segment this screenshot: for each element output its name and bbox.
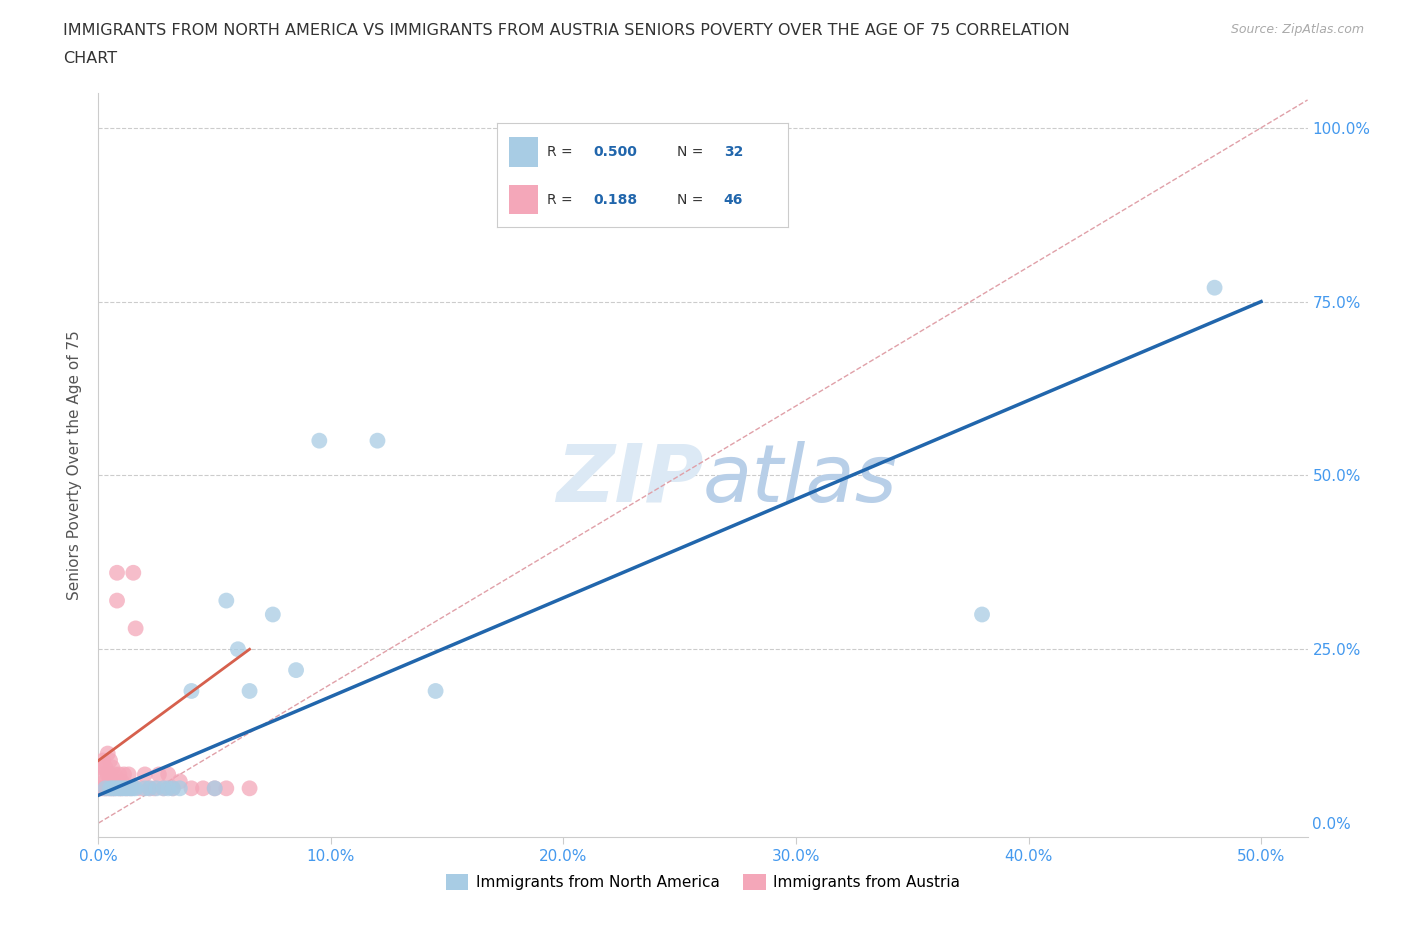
Point [101,774,124,789]
Point [105,593,128,608]
Point [104,781,127,796]
Point [97,746,120,761]
Point [129,781,152,796]
Point [138,781,160,796]
Point [239,684,262,698]
Point [162,781,184,796]
Point [152,781,174,796]
Point [138,781,160,796]
Point [124,621,146,636]
Point [115,781,138,796]
Point [120,781,142,796]
Point [98,774,121,789]
Point [425,684,447,698]
Point [112,781,135,796]
Point [104,767,127,782]
Point [1204,280,1226,295]
Point [90,781,112,796]
Point [145,781,167,796]
Point [94,781,117,796]
Point [111,781,134,796]
Point [152,781,174,796]
Point [226,642,249,657]
Point [215,781,238,796]
Point [118,767,141,782]
Point [162,781,184,796]
Point [285,663,308,678]
Point [308,433,330,448]
Point [94,781,117,796]
Point [94,774,117,789]
Point [148,767,170,782]
Point [157,767,180,782]
Point [122,781,145,796]
Point [157,781,180,796]
Point [366,433,388,448]
Point [111,774,134,789]
Point [98,781,121,796]
Point [90,760,112,775]
Point [143,781,166,796]
Text: CHART: CHART [63,51,117,66]
Point [118,781,141,796]
Point [134,767,156,782]
Point [120,781,142,796]
Point [104,781,127,796]
Point [101,781,124,796]
Point [262,607,284,622]
Point [169,781,191,796]
Point [91,781,114,796]
Point [91,753,114,768]
Point [101,781,124,796]
Point [215,593,238,608]
Point [91,767,114,782]
Point [970,607,993,622]
Point [94,760,117,775]
Point [108,781,131,796]
Point [111,781,134,796]
Point [115,781,138,796]
Point [124,781,146,796]
Point [97,781,120,796]
Point [98,767,121,782]
Point [101,760,124,775]
Point [98,753,121,768]
Point [239,781,262,796]
Point [204,781,226,796]
Text: Source: ZipAtlas.com: Source: ZipAtlas.com [1230,23,1364,36]
Text: IMMIGRANTS FROM NORTH AMERICA VS IMMIGRANTS FROM AUSTRIA SENIORS POVERTY OVER TH: IMMIGRANTS FROM NORTH AMERICA VS IMMIGRA… [63,23,1070,38]
Point [108,767,131,782]
Point [97,767,120,782]
Point [98,781,121,796]
Point [122,565,145,580]
Point [112,767,135,782]
Text: ZIP: ZIP [555,441,703,519]
Point [134,781,156,796]
Point [204,781,226,796]
Point [169,774,191,789]
Point [180,684,202,698]
Point [105,565,128,580]
Point [108,781,131,796]
Point [105,781,128,796]
Point [180,781,202,796]
Text: atlas: atlas [703,441,898,519]
Y-axis label: Seniors Poverty Over the Age of 75: Seniors Poverty Over the Age of 75 [67,330,83,600]
Point [191,781,214,796]
Legend: Immigrants from North America, Immigrants from Austria: Immigrants from North America, Immigrant… [440,868,966,897]
